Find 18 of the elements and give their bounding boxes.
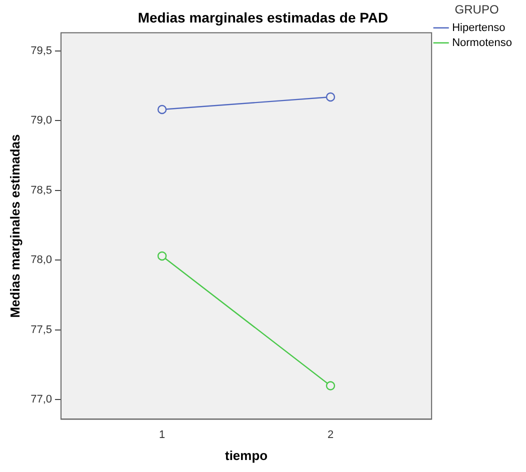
x-axis-title: tiempo: [224, 448, 268, 463]
legend-label: Hipertenso: [452, 22, 506, 34]
y-tick-label: 77,0: [30, 394, 52, 406]
y-tick-label: 79,0: [30, 114, 52, 127]
point: [326, 381, 336, 390]
y-tick-label: 79,5: [30, 44, 52, 57]
y-tick-label: 78,0: [30, 254, 52, 266]
point: [326, 92, 336, 102]
x-tick-label: 2: [327, 428, 334, 441]
y-tick-label: 77,5: [30, 324, 52, 336]
y-tick-label: 78,5: [30, 184, 52, 196]
legend-title: GRUPO: [454, 2, 499, 16]
x-tick-label: 1: [159, 428, 166, 441]
point: [157, 104, 167, 114]
chart-title: Medias marginales estimadas de PAD: [138, 9, 388, 26]
y-axis-title: Medias marginales estimadas: [7, 134, 22, 318]
legend-label: Normotenso: [452, 36, 512, 49]
point: [157, 251, 167, 261]
